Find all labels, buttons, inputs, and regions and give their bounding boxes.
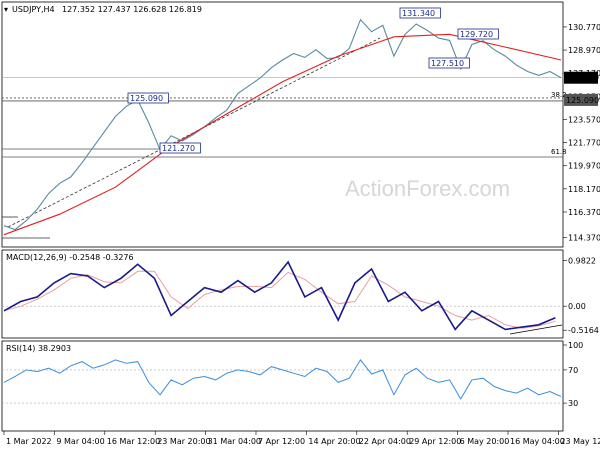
- price-panel-frame: [1, 1, 564, 248]
- macd-line: [3, 260, 556, 331]
- price-tick-label: 121.770: [568, 139, 600, 148]
- fib-61-label: 61.8: [551, 148, 567, 156]
- price-tick-label: 118.170: [568, 185, 600, 194]
- x-tick-label: 16 May 04:00: [510, 437, 565, 446]
- price-annotations: 131.340 129.720 127.510 125.090 121.270 126.8…: [127, 7, 599, 154]
- current-price-label: 126.819: [566, 74, 599, 83]
- price-header-symbol: USDJPY,H4: [12, 5, 55, 14]
- price-tick-label: 128.970: [568, 46, 600, 55]
- current-price-tag: [564, 71, 598, 84]
- macd-tick-label: -0.5164: [568, 326, 599, 335]
- x-tick-label: 31 Mar 04:00: [208, 437, 261, 446]
- x-tick-label: 22 Apr 04:00: [359, 437, 411, 446]
- macd-tick-label: 0.9822: [568, 256, 596, 265]
- rsi-tick-label: 70: [568, 366, 578, 375]
- price-tick-label: 130.770: [568, 23, 600, 32]
- price-y-axis: 130.770128.970127.170125.370123.570121.7…: [563, 23, 600, 243]
- price-annotation-label: 129.720: [460, 30, 493, 39]
- macd-tick-label: 0.00: [568, 302, 586, 311]
- ma-line: [3, 33, 562, 236]
- rsi-title: RSI(14) 38.2903: [6, 344, 71, 353]
- price-annotation-label: 121.270: [162, 144, 195, 153]
- x-tick-label: 16 Mar 12:00: [107, 437, 160, 446]
- x-tick-label: 7 Apr 12:00: [258, 437, 305, 446]
- macd-signal-line: [3, 270, 556, 329]
- moving-average-series: [3, 33, 562, 236]
- macd-panel-frame: [1, 249, 564, 339]
- x-tick-label: 23 Mar 20:00: [157, 437, 210, 446]
- rsi-y-axis: 100 70 30: [563, 341, 583, 408]
- macd-title: MACD(12,26,9) -0.2548 -0.3276: [6, 253, 134, 262]
- fib-price-tag: [564, 93, 598, 106]
- price-tick-label: 114.370: [568, 234, 600, 243]
- price-tick-label: 119.970: [568, 162, 600, 171]
- macd-divergence-line: [509, 324, 563, 335]
- price-annotation-box: [457, 28, 499, 40]
- fib-price-label: 125.090: [566, 96, 599, 105]
- price-tick-label: 116.370: [568, 208, 600, 217]
- dropdown-arrow-icon[interactable]: ▾: [4, 5, 8, 14]
- x-tick-label: 6 May 20:00: [460, 437, 510, 446]
- price-levels: 38.2 61.8: [2, 37, 567, 239]
- x-tick-label: 29 Apr 12:00: [409, 437, 461, 446]
- price-annotation-label: 125.090: [130, 94, 163, 103]
- fib-38-label: 38.2: [551, 91, 567, 99]
- rsi-tick-label: 100: [568, 341, 583, 350]
- price-annotation-label: 127.510: [431, 59, 464, 68]
- macd-series: [2, 260, 563, 335]
- x-tick-label: 23 May 12:00: [560, 437, 600, 446]
- macd-y-axis: 0.9822 0.00 -0.5164: [563, 256, 599, 335]
- price-series: [3, 18, 562, 231]
- x-tick-label: 14 Apr 20:00: [308, 437, 360, 446]
- trend-line: [7, 37, 381, 228]
- price-header-ohlc: 127.352 127.437 126.628 126.819: [62, 5, 202, 14]
- x-tick-label: 9 Mar 04:00: [56, 437, 104, 446]
- price-annotation-box: [428, 57, 470, 69]
- price-line: [3, 18, 562, 231]
- rsi-line: [3, 359, 562, 400]
- x-tick-label: 1 Mar 2022: [6, 437, 52, 446]
- price-annotation-box: [127, 92, 169, 104]
- price-annotation-label: 131.340: [402, 9, 435, 18]
- rsi-tick-label: 30: [568, 399, 578, 408]
- watermark: ActionForex.com: [345, 176, 510, 201]
- rsi-series: [2, 359, 563, 404]
- price-tick-label: 123.570: [568, 115, 600, 124]
- price-annotation-box: [159, 142, 201, 154]
- rsi-panel-frame: [1, 340, 564, 432]
- price-annotation-box: [399, 7, 441, 19]
